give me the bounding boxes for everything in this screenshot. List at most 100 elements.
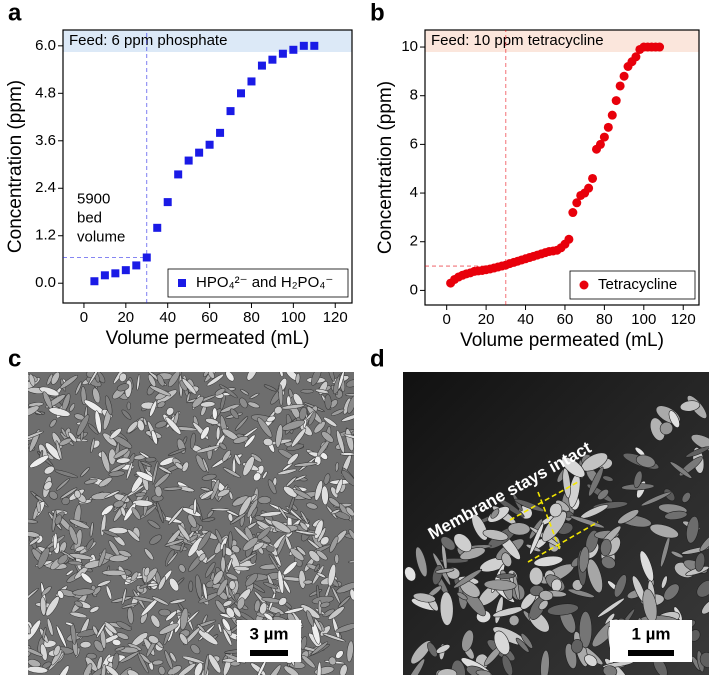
flake <box>70 622 77 645</box>
flake <box>250 662 267 675</box>
flake <box>87 423 99 435</box>
x-tick-label: 100 <box>631 311 656 328</box>
flake <box>69 403 76 412</box>
flake <box>331 586 341 604</box>
flake <box>144 457 157 463</box>
flake <box>340 452 354 456</box>
flake <box>177 663 196 675</box>
flake <box>279 372 284 378</box>
flake <box>561 456 586 478</box>
flake <box>169 598 187 604</box>
flake <box>55 440 63 460</box>
flake <box>132 499 154 507</box>
flake <box>205 418 219 425</box>
flake <box>116 457 131 464</box>
flake <box>229 408 239 419</box>
x-tick-label: 60 <box>201 309 218 326</box>
flake <box>293 489 312 500</box>
flake <box>242 456 255 477</box>
flake <box>300 636 308 650</box>
flake <box>113 500 125 508</box>
flake <box>617 509 640 525</box>
flake <box>321 485 329 506</box>
flake <box>415 546 428 578</box>
flake <box>126 401 131 411</box>
flake <box>330 408 345 416</box>
flake <box>182 655 205 664</box>
flake <box>602 475 614 482</box>
flake <box>109 554 129 562</box>
flake <box>98 548 107 567</box>
flake <box>136 419 145 432</box>
flake <box>65 569 74 576</box>
flake <box>104 395 113 415</box>
flake <box>257 417 273 438</box>
flake <box>101 504 114 516</box>
marker <box>216 128 225 137</box>
flake <box>529 566 544 586</box>
flake <box>230 661 241 667</box>
flake <box>156 374 165 387</box>
flake <box>149 385 172 397</box>
flake <box>89 606 100 613</box>
flake <box>196 623 206 633</box>
flake <box>164 650 173 670</box>
flake <box>74 545 86 552</box>
flake <box>341 470 354 487</box>
flake <box>77 628 99 638</box>
flake <box>208 654 222 674</box>
marker <box>142 253 151 262</box>
flake <box>109 428 122 440</box>
flake <box>105 585 112 600</box>
x-axis-title: Volume permeated (mL) <box>106 328 310 349</box>
flake <box>306 610 315 627</box>
flake <box>314 388 329 394</box>
flake <box>285 476 297 488</box>
flake <box>316 661 322 675</box>
flake <box>43 465 55 475</box>
flake <box>116 383 130 392</box>
flake <box>539 590 554 601</box>
flake <box>134 492 147 497</box>
flake <box>633 470 643 489</box>
flake <box>232 436 249 444</box>
marker <box>237 89 246 98</box>
flake <box>681 492 691 503</box>
flake <box>72 588 95 596</box>
flake <box>303 579 313 585</box>
flake <box>639 550 654 582</box>
flake <box>290 547 305 561</box>
flake <box>100 450 111 473</box>
flake <box>239 397 248 409</box>
flake <box>108 470 125 477</box>
flake <box>277 468 297 475</box>
flake <box>137 652 149 674</box>
marker <box>247 77 256 86</box>
flake <box>169 577 180 592</box>
flake <box>337 372 345 390</box>
flake <box>266 415 276 423</box>
legend-box <box>569 270 696 300</box>
flake <box>283 665 300 675</box>
flake <box>322 633 346 642</box>
flake <box>76 414 90 436</box>
flake <box>253 472 262 482</box>
flake <box>28 666 49 674</box>
flake <box>240 389 249 396</box>
flake <box>143 417 148 426</box>
x-axis-title: Volume permeated (mL) <box>460 330 664 351</box>
flake <box>316 550 328 561</box>
plot-frame <box>424 29 700 306</box>
guide-line <box>527 521 599 563</box>
flake <box>69 611 88 619</box>
flake <box>41 586 52 596</box>
membrane-guide <box>509 481 599 563</box>
flake <box>149 534 162 545</box>
flake <box>221 618 231 632</box>
flake <box>56 625 67 648</box>
marker <box>268 55 277 64</box>
flake <box>206 553 217 563</box>
flake <box>664 510 688 521</box>
flake <box>207 372 215 379</box>
flake <box>277 569 284 594</box>
